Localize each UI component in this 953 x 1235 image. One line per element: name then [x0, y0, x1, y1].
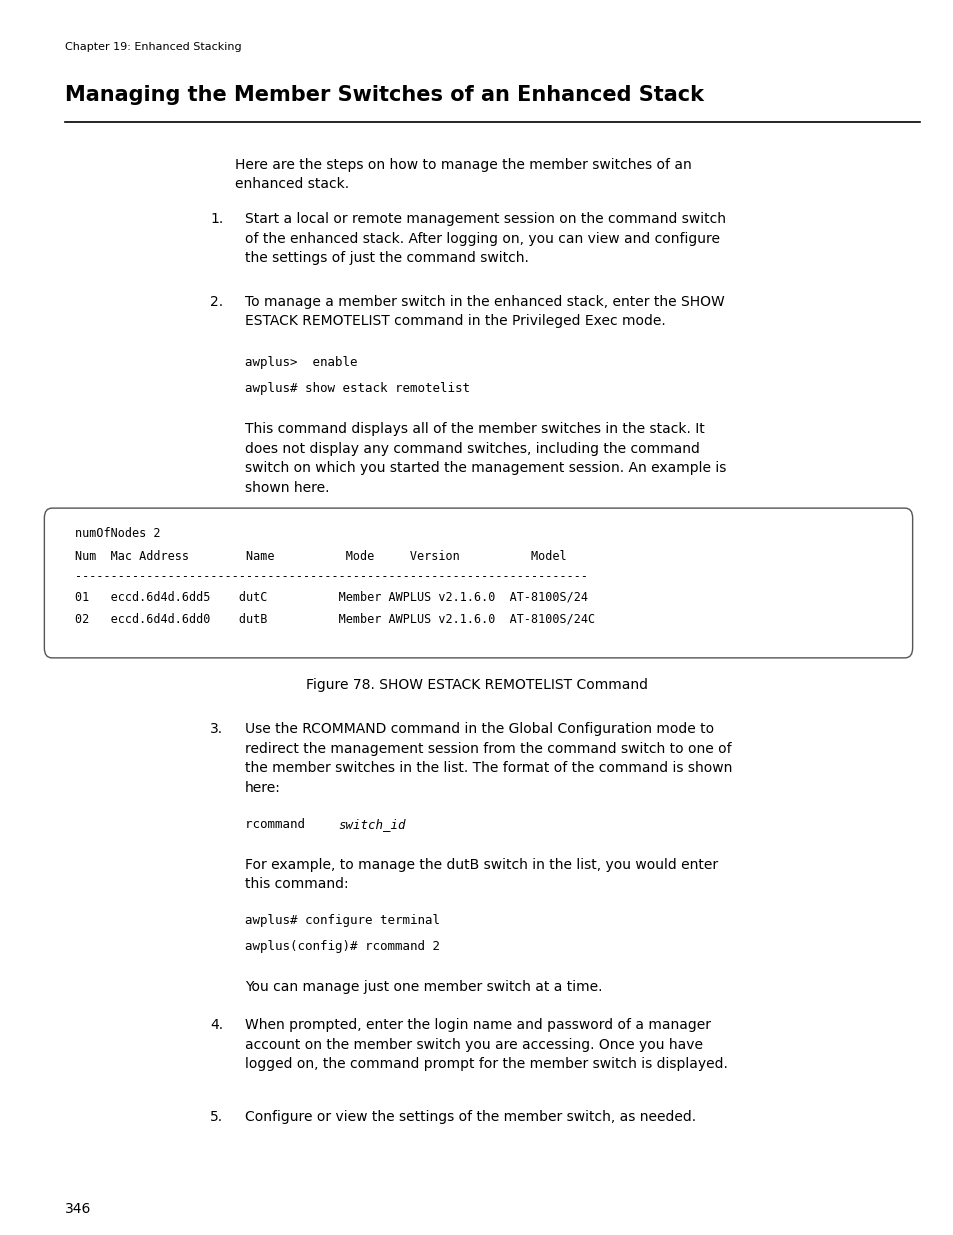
FancyBboxPatch shape [45, 508, 912, 658]
Text: You can manage just one member switch at a time.: You can manage just one member switch at… [245, 981, 602, 994]
Text: 2.: 2. [210, 295, 223, 309]
Text: Start a local or remote management session on the command switch
of the enhanced: Start a local or remote management sessi… [245, 212, 725, 266]
Text: Figure 78. SHOW ESTACK REMOTELIST Command: Figure 78. SHOW ESTACK REMOTELIST Comman… [306, 678, 647, 692]
Text: For example, to manage the dutB switch in the list, you would enter
this command: For example, to manage the dutB switch i… [245, 858, 718, 892]
Text: 02   eccd.6d4d.6dd0    dutB          Member AWPLUS v2.1.6.0  AT-8100S/24C: 02 eccd.6d4d.6dd0 dutB Member AWPLUS v2.… [75, 613, 595, 625]
Text: Configure or view the settings of the member switch, as needed.: Configure or view the settings of the me… [245, 1110, 696, 1124]
Text: Chapter 19: Enhanced Stacking: Chapter 19: Enhanced Stacking [65, 42, 241, 52]
Text: Managing the Member Switches of an Enhanced Stack: Managing the Member Switches of an Enhan… [65, 85, 703, 105]
Text: 4.: 4. [210, 1018, 223, 1032]
Text: When prompted, enter the login name and password of a manager
account on the mem: When prompted, enter the login name and … [245, 1018, 727, 1071]
Text: Num  Mac Address        Name          Mode     Version          Model: Num Mac Address Name Mode Version Model [75, 550, 566, 563]
Text: awplus# configure terminal: awplus# configure terminal [245, 914, 439, 927]
Text: ------------------------------------------------------------------------: ----------------------------------------… [75, 571, 587, 583]
Text: awplus>  enable: awplus> enable [245, 356, 357, 369]
Text: 5.: 5. [210, 1110, 223, 1124]
Text: This command displays all of the member switches in the stack. It
does not displ: This command displays all of the member … [245, 422, 725, 494]
Text: Here are the steps on how to manage the member switches of an
enhanced stack.: Here are the steps on how to manage the … [234, 158, 691, 191]
Text: Use the RCOMMAND command in the Global Configuration mode to
redirect the manage: Use the RCOMMAND command in the Global C… [245, 722, 732, 794]
Text: 3.: 3. [210, 722, 223, 736]
Text: 346: 346 [65, 1202, 91, 1216]
Text: numOfNodes 2: numOfNodes 2 [75, 527, 160, 540]
Text: 01   eccd.6d4d.6dd5    dutC          Member AWPLUS v2.1.6.0  AT-8100S/24: 01 eccd.6d4d.6dd5 dutC Member AWPLUS v2.… [75, 590, 587, 603]
Text: switch_id: switch_id [337, 818, 405, 831]
Text: rcommand: rcommand [245, 818, 313, 831]
Text: awplus(config)# rcommand 2: awplus(config)# rcommand 2 [245, 940, 439, 953]
Text: To manage a member switch in the enhanced stack, enter the SHOW
ESTACK REMOTELIS: To manage a member switch in the enhance… [245, 295, 724, 329]
Text: awplus# show estack remotelist: awplus# show estack remotelist [245, 382, 470, 395]
Text: 1.: 1. [210, 212, 223, 226]
